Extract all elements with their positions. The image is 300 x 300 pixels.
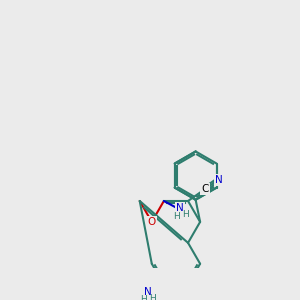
Text: N: N (215, 176, 223, 185)
Text: H: H (182, 210, 189, 219)
Text: C: C (201, 184, 208, 194)
Text: H: H (149, 294, 156, 300)
Text: N: N (176, 203, 184, 213)
Text: H: H (173, 212, 180, 221)
Text: O: O (148, 217, 156, 227)
Text: N: N (144, 287, 152, 297)
Text: H: H (140, 296, 147, 300)
